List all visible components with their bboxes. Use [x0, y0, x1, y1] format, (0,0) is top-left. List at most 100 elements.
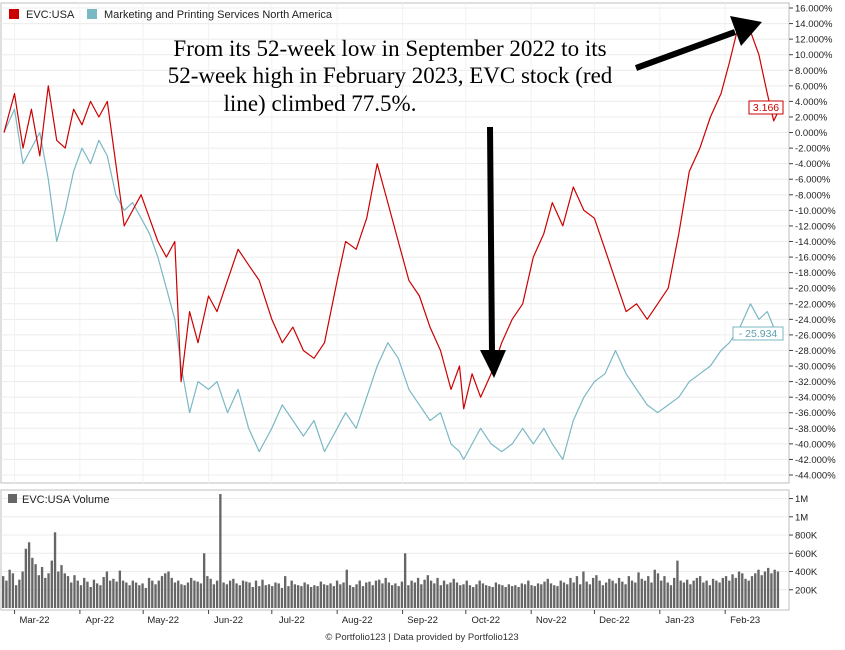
price-y-tick-label: 4.000% [795, 97, 828, 108]
volume-bar [209, 578, 212, 608]
price-y-tick-label: -42.000% [795, 455, 836, 466]
volume-bar [754, 573, 757, 608]
volume-bar [413, 582, 417, 608]
volume-bar [588, 584, 592, 608]
volume-bar [83, 577, 86, 608]
volume-bar [212, 584, 216, 608]
x-axis: Mar-22 Apr-22 May-22 Jun-22 Jul-22 Aug-22 Sep-… [14, 610, 760, 626]
volume-bar [167, 571, 170, 608]
legend-swatch-sector [87, 9, 97, 19]
volume-bar [332, 586, 335, 608]
volume-bar [271, 586, 274, 608]
volume-bar [666, 582, 669, 608]
volume-bar [177, 580, 180, 608]
volume-bar [316, 586, 319, 608]
volume-bar [53, 532, 57, 608]
price-grid [1, 3, 789, 483]
volume-bar [747, 580, 750, 608]
volume-bar [608, 578, 611, 608]
volume-bar [391, 585, 394, 608]
volume-y-tick-label: 1M [795, 512, 808, 523]
x-tick-label: Jun-22 [214, 615, 243, 626]
volume-bar [322, 584, 326, 608]
volume-bar [416, 577, 420, 608]
price-y-tick-label: 8.000% [795, 66, 828, 77]
volume-bar [345, 569, 348, 608]
volume-bar [86, 581, 89, 608]
volume-y-tick-label: 600K [795, 549, 818, 560]
volume-bar [647, 576, 650, 608]
volume-bar [530, 585, 533, 608]
price-y-tick-label: 2.000% [795, 112, 828, 123]
volume-bar [40, 567, 44, 608]
volume-bar [293, 584, 297, 608]
volume-bar [186, 582, 190, 608]
volume-bar [698, 576, 702, 608]
price-y-tick-label: -4.000% [795, 159, 831, 170]
volume-bar [459, 585, 462, 608]
volume-bar [705, 580, 708, 608]
volume-bar [724, 576, 728, 608]
volume-bar [280, 587, 284, 608]
volume-bar [611, 580, 614, 608]
volume-bar [462, 584, 465, 608]
volume-bar [485, 585, 488, 608]
price-y-tick-label: -2.000% [795, 144, 831, 155]
volume-bar [381, 583, 384, 608]
volume-bar [225, 584, 229, 608]
volume-bar [21, 571, 24, 608]
price-legend: EVC:USA Marketing and Printing Services … [9, 9, 333, 21]
last-value-tags: 3.166 - 25.934 [732, 100, 784, 341]
annotation-line-2: 52-week high in February 2023, EVC stock… [168, 63, 613, 88]
volume-bar [624, 584, 627, 608]
price-y-tick-label: -32.000% [795, 377, 836, 388]
annotation-line-1: From its 52-week low in September 2022 t… [173, 36, 606, 61]
volume-bar [621, 581, 624, 608]
volume-bar [335, 580, 339, 608]
volume-bar [410, 580, 413, 608]
price-y-tick-label: -44.000% [795, 471, 836, 482]
volume-bars [2, 494, 780, 608]
volume-bar [183, 585, 186, 608]
legend-label-sector: Marketing and Printing Services North Am… [104, 9, 333, 21]
volume-bar [679, 580, 682, 608]
annotation-arrows [480, 16, 762, 378]
volume-bar [258, 586, 261, 608]
volume-bar [267, 584, 271, 608]
volume-bar [569, 577, 572, 608]
price-y-tick-label: -6.000% [795, 175, 831, 186]
volume-bar [34, 564, 37, 608]
x-tick-label: Mar-22 [19, 615, 49, 626]
volume-bar [339, 584, 342, 608]
volume-y-tick-label: 200K [795, 585, 818, 596]
price-y-tick-label: -40.000% [795, 439, 836, 450]
volume-bar [5, 580, 8, 608]
series-line-sector [3, 108, 781, 460]
volume-bar [627, 576, 630, 608]
volume-bar [11, 573, 15, 608]
volume-bar [478, 580, 481, 608]
volume-bar [306, 584, 310, 608]
last-value-label-sector: - 25.934 [739, 328, 778, 340]
volume-bar [491, 587, 494, 608]
volume-bar [319, 581, 323, 608]
x-tick-label: Jan-23 [665, 615, 694, 626]
volume-bar [309, 587, 313, 608]
volume-bar [449, 582, 452, 608]
volume-bar [770, 573, 773, 608]
price-y-tick-label: 14.000% [795, 19, 833, 30]
volume-bar [365, 582, 368, 608]
volume-bar [510, 586, 514, 608]
volume-bar [157, 580, 160, 608]
volume-bar [89, 587, 92, 608]
volume-bar [352, 587, 355, 608]
volume-bar [731, 574, 734, 608]
x-tick-label: Apr-22 [86, 615, 115, 626]
price-y-tick-label: -18.000% [795, 268, 836, 279]
volume-bar [439, 585, 442, 608]
volume-bar [138, 585, 141, 608]
annotation-line-3: line) climbed 77.5%. [224, 91, 417, 116]
volume-bar [374, 580, 378, 608]
legend-label-evc: EVC:USA [26, 9, 75, 21]
